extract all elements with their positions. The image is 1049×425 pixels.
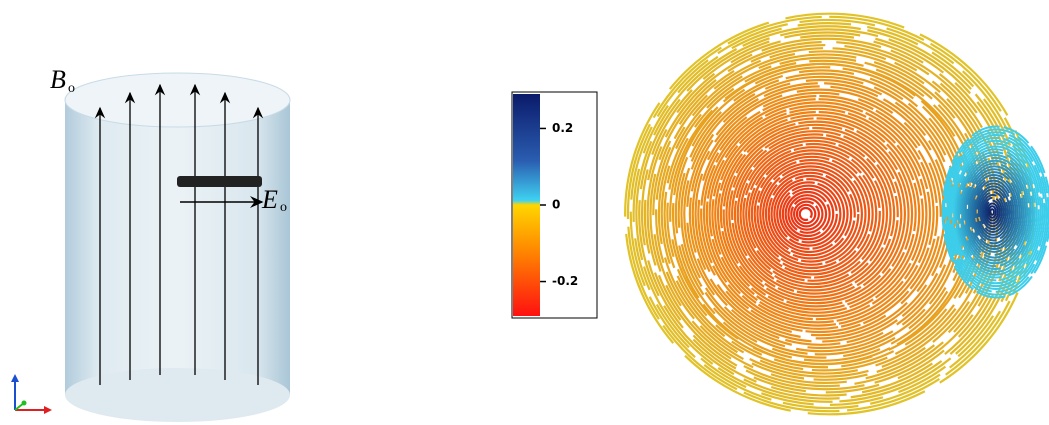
b-label: B bbox=[50, 65, 66, 94]
e-label: E bbox=[261, 185, 278, 214]
streamlines bbox=[625, 14, 1049, 415]
colorbar: 0.2 0 -0.2 bbox=[512, 92, 597, 318]
streamline bbox=[990, 209, 994, 215]
colorbar-tick-label: 0 bbox=[552, 198, 560, 212]
colorbar-tick-label: 0.2 bbox=[552, 121, 573, 135]
electrode bbox=[177, 176, 262, 187]
streamline bbox=[800, 208, 812, 220]
axis-triad bbox=[11, 374, 52, 414]
e-subscript: o bbox=[280, 200, 287, 215]
b-subscript: o bbox=[68, 81, 75, 96]
cylinder bbox=[65, 73, 290, 422]
colorbar-tick-label: -0.2 bbox=[552, 274, 578, 288]
figure: B o E o 0.2 0 -0.2 bbox=[0, 0, 1049, 425]
